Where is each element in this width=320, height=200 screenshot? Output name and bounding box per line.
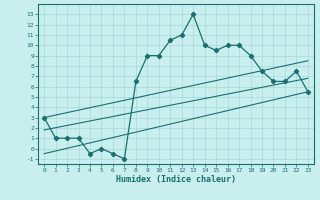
X-axis label: Humidex (Indice chaleur): Humidex (Indice chaleur): [116, 175, 236, 184]
